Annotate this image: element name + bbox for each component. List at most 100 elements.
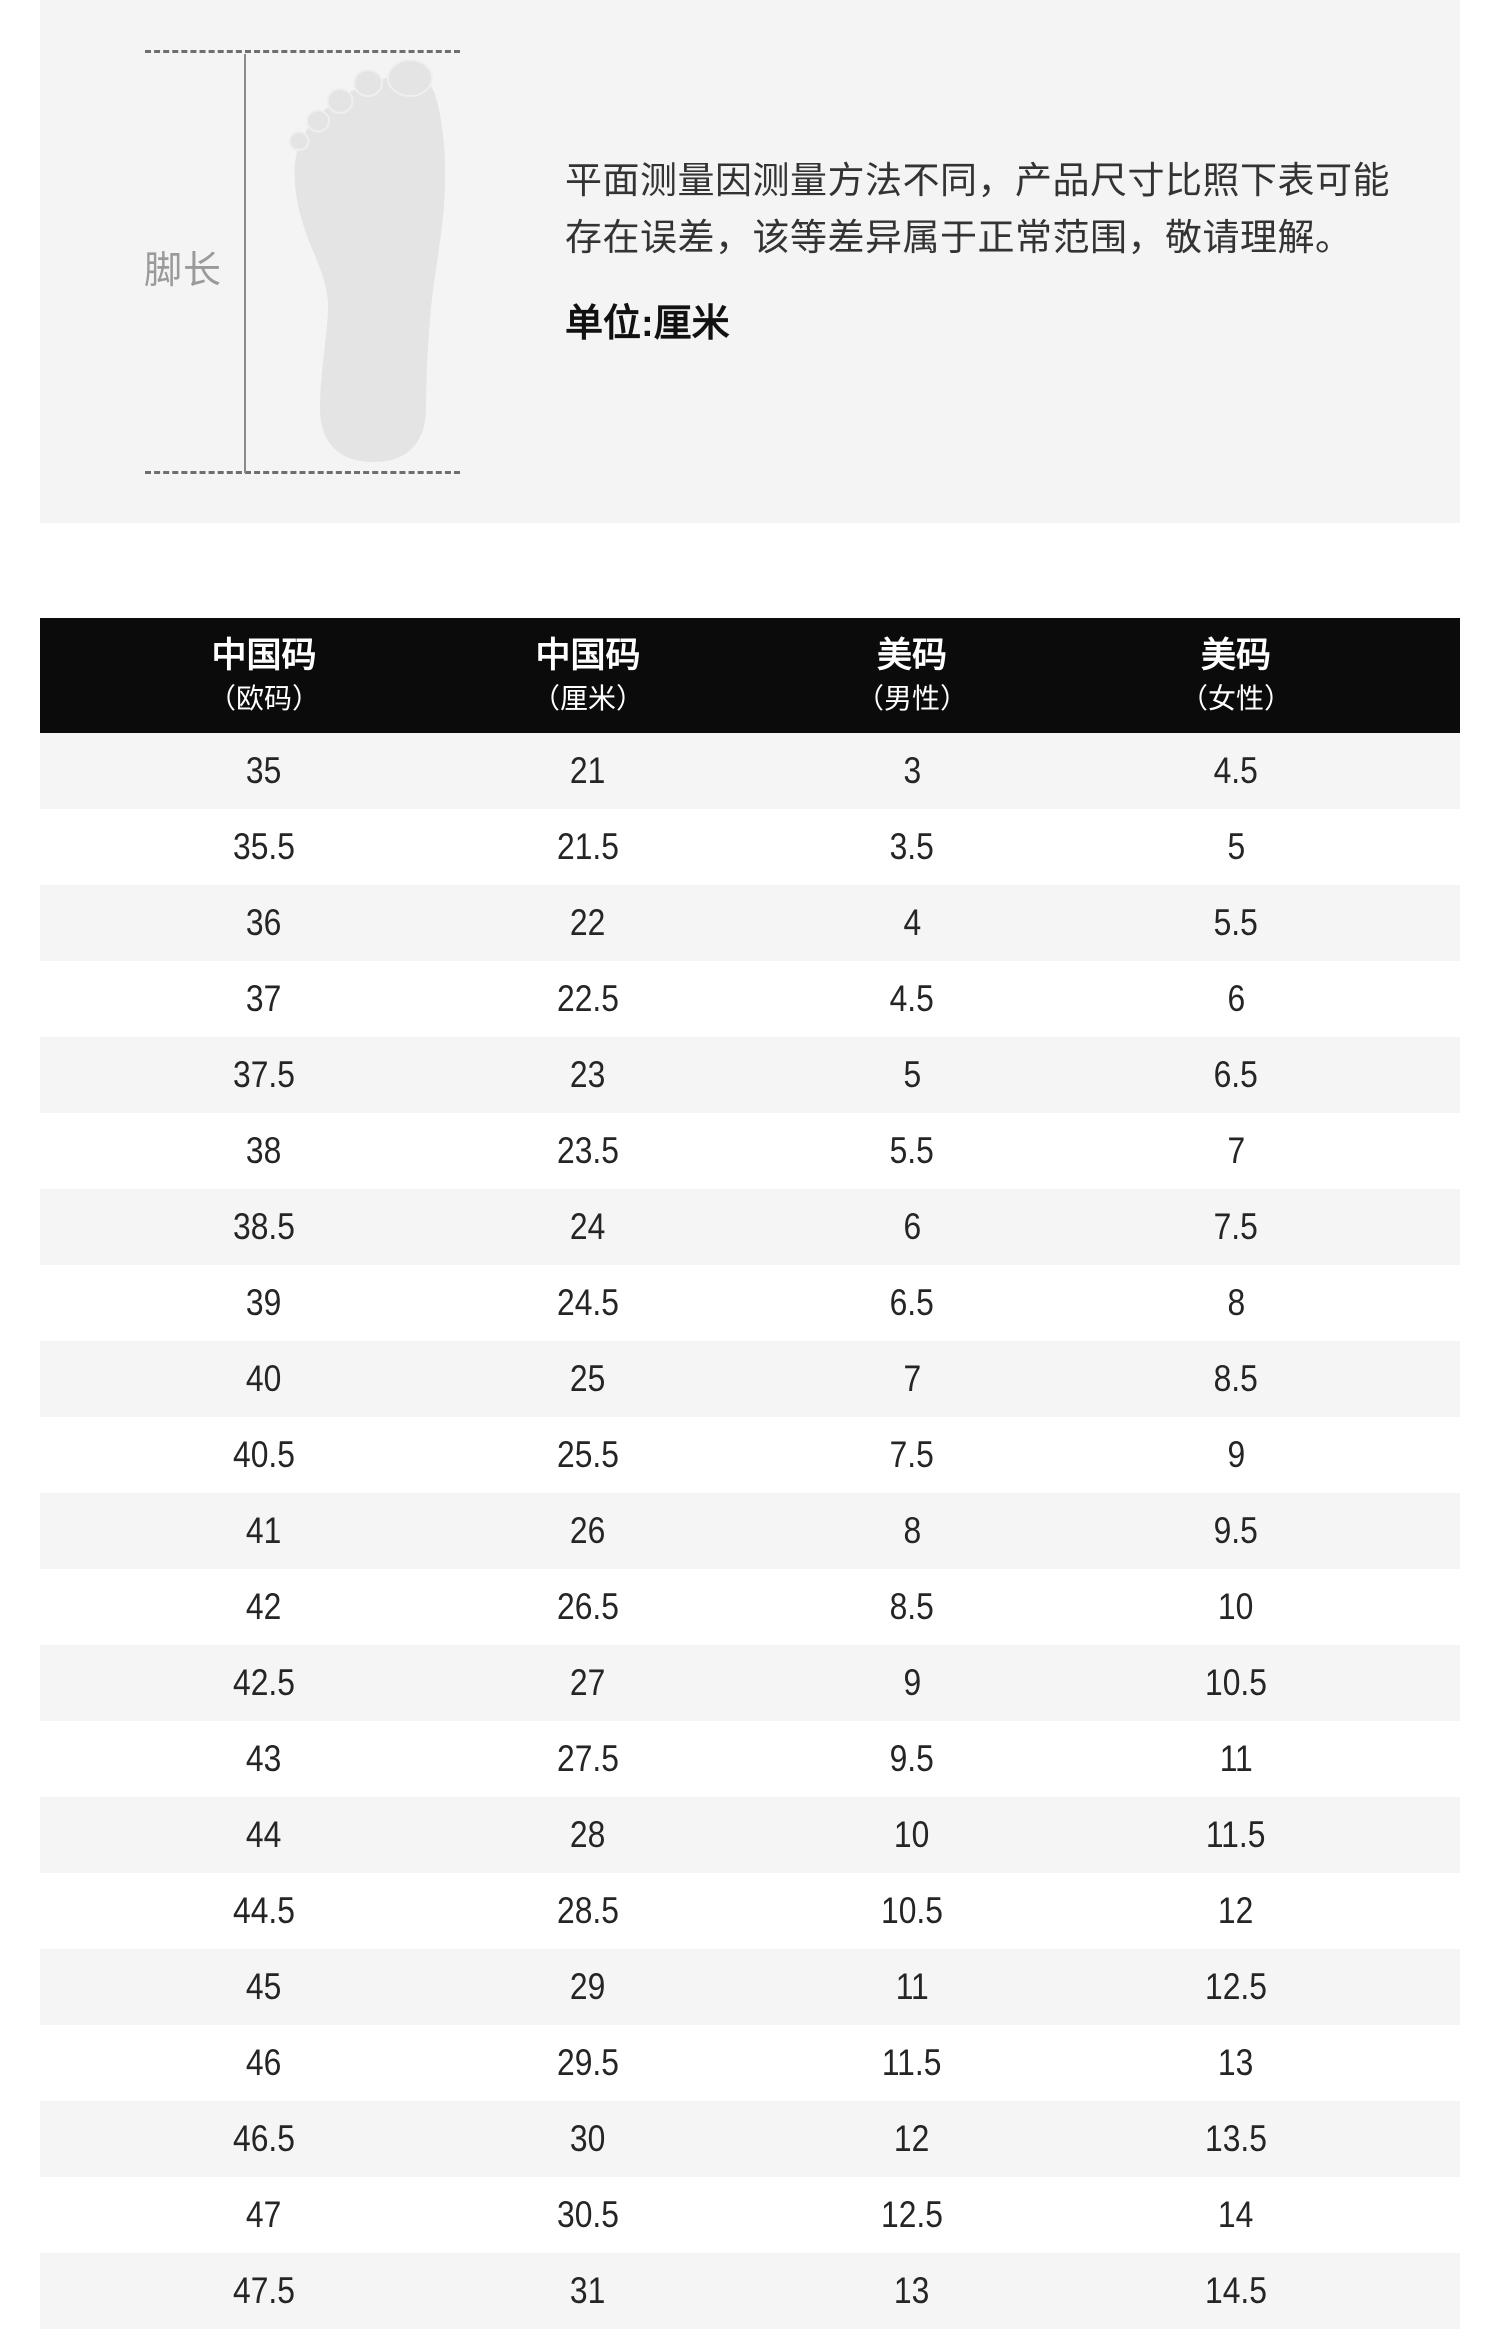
table-cell: 45 — [246, 1966, 282, 2007]
table-cell: 4.5 — [1213, 750, 1259, 791]
table-cell: 21 — [570, 750, 606, 791]
table-cell: 43 — [246, 1738, 282, 1779]
foot-length-label: 脚长 — [144, 250, 223, 292]
table-cell: 7.5 — [1213, 1206, 1259, 1247]
foot-silhouette-icon — [288, 59, 446, 463]
table-row: 37.5 23 5 6.5 — [40, 1037, 1460, 1113]
foot-measure-panel: 脚长 平面测量因测量方法不同，产品尺寸比照下表可能 存在误差，该等差异属于正常范… — [40, 0, 1460, 523]
measure-dashed-line-top — [145, 50, 460, 53]
table-cell: 39 — [246, 1282, 282, 1323]
measure-vertical-line — [244, 54, 246, 473]
column-subtitle: （欧码） — [207, 682, 320, 714]
table-cell: 8 — [903, 1510, 921, 1551]
table-cell: 29 — [570, 1966, 606, 2007]
table-cell: 8.5 — [889, 1586, 935, 1627]
table-row: 35.5 21.5 3.5 5 — [40, 809, 1460, 885]
table-row: 39 24.5 6.5 8 — [40, 1265, 1460, 1341]
table-cell: 10 — [894, 1814, 930, 1855]
table-cell: 30 — [570, 2118, 606, 2159]
size-table: 中国码 （欧码） 中国码 （厘米） 美码 （男性） 美码 （女性） 35 21 3 4.5 35.5 2… — [40, 618, 1460, 2329]
table-cell: 12.5 — [881, 2194, 943, 2235]
table-row: 45 29 11 12.5 — [40, 1949, 1460, 2025]
table-cell: 23 — [570, 1054, 606, 1095]
table-row: 35 21 3 4.5 — [40, 733, 1460, 809]
table-cell: 12.5 — [1205, 1966, 1267, 2007]
table-cell: 27 — [570, 1662, 606, 1703]
table-column-header: 美码 （女性） — [1074, 635, 1398, 715]
table-cell: 5 — [903, 1054, 921, 1095]
table-cell: 41 — [246, 1510, 282, 1551]
table-cell: 3 — [903, 750, 921, 791]
table-cell: 5 — [1227, 826, 1245, 867]
table-cell: 5.5 — [1213, 902, 1259, 943]
table-cell: 14.5 — [1205, 2270, 1267, 2311]
table-row: 47 30.5 12.5 14 — [40, 2177, 1460, 2253]
table-cell: 7 — [903, 1358, 921, 1399]
measure-dashed-line-bottom — [145, 471, 460, 474]
table-cell: 21.5 — [557, 826, 619, 867]
column-title: 美码 — [1200, 635, 1271, 675]
table-cell: 42 — [246, 1586, 282, 1627]
table-cell: 5.5 — [889, 1130, 935, 1171]
table-cell: 24 — [570, 1206, 606, 1247]
table-cell: 8.5 — [1213, 1358, 1259, 1399]
table-cell: 10.5 — [881, 1890, 943, 1931]
table-cell: 44.5 — [233, 1890, 295, 1931]
table-cell: 9 — [1227, 1434, 1245, 1475]
table-cell: 8 — [1227, 1282, 1245, 1323]
table-cell: 22.5 — [557, 978, 619, 1019]
table-cell: 30.5 — [557, 2194, 619, 2235]
table-row: 47.5 31 13 14.5 — [40, 2253, 1460, 2329]
table-cell: 47.5 — [233, 2270, 295, 2311]
table-cell: 11 — [895, 1966, 929, 2007]
table-cell: 28 — [570, 1814, 606, 1855]
table-cell: 9.5 — [889, 1738, 935, 1779]
note-line-1: 平面测量因测量方法不同，产品尺寸比照下表可能 — [565, 160, 1390, 201]
table-cell: 9.5 — [1213, 1510, 1259, 1551]
table-cell: 25 — [570, 1358, 606, 1399]
table-cell: 25.5 — [557, 1434, 619, 1475]
table-cell: 7.5 — [889, 1434, 935, 1475]
table-cell: 27.5 — [557, 1738, 619, 1779]
table-row: 40 25 7 8.5 — [40, 1341, 1460, 1417]
measurement-note: 平面测量因测量方法不同，产品尺寸比照下表可能 存在误差，该等差异属于正常范围，敬… — [565, 152, 1390, 266]
table-cell: 6 — [1227, 978, 1245, 1019]
table-cell: 3.5 — [889, 826, 935, 867]
table-cell: 11 — [1219, 1738, 1253, 1779]
column-title: 美码 — [876, 635, 947, 675]
table-row: 40.5 25.5 7.5 9 — [40, 1417, 1460, 1493]
table-cell: 35 — [246, 750, 282, 791]
table-cell: 10 — [1218, 1586, 1254, 1627]
table-cell: 22 — [570, 902, 606, 943]
table-cell: 11.5 — [882, 2042, 942, 2083]
table-row: 46.5 30 12 13.5 — [40, 2101, 1460, 2177]
table-cell: 4 — [903, 902, 921, 943]
table-cell: 37.5 — [233, 1054, 295, 1095]
table-column-header: 中国码 （欧码） — [102, 635, 426, 715]
table-column-header: 中国码 （厘米） — [426, 636, 750, 715]
table-cell: 26.5 — [557, 1586, 619, 1627]
table-row: 44.5 28.5 10.5 12 — [40, 1873, 1460, 1949]
table-row: 46 29.5 11.5 13 — [40, 2025, 1460, 2101]
table-cell: 7 — [1227, 1130, 1245, 1171]
table-cell: 36 — [246, 902, 282, 943]
table-cell: 40.5 — [233, 1434, 295, 1475]
table-row: 41 26 8 9.5 — [40, 1493, 1460, 1569]
table-cell: 38.5 — [233, 1206, 295, 1247]
table-cell: 24.5 — [557, 1282, 619, 1323]
column-subtitle: （厘米） — [531, 682, 644, 714]
table-cell: 35.5 — [233, 826, 295, 867]
column-title: 中国码 — [211, 635, 317, 675]
table-cell: 11.5 — [1206, 1814, 1266, 1855]
table-row: 42 26.5 8.5 10 — [40, 1569, 1460, 1645]
table-cell: 38 — [246, 1130, 282, 1171]
table-cell: 4.5 — [889, 978, 935, 1019]
table-cell: 29.5 — [557, 2042, 619, 2083]
table-cell: 13 — [1218, 2042, 1254, 2083]
table-cell: 12 — [1218, 1890, 1254, 1931]
table-cell: 6 — [903, 1206, 921, 1247]
unit-label: 单位:厘米 — [565, 303, 730, 345]
table-cell: 6.5 — [1213, 1054, 1259, 1095]
table-column-header: 美码 （男性） — [750, 635, 1074, 715]
